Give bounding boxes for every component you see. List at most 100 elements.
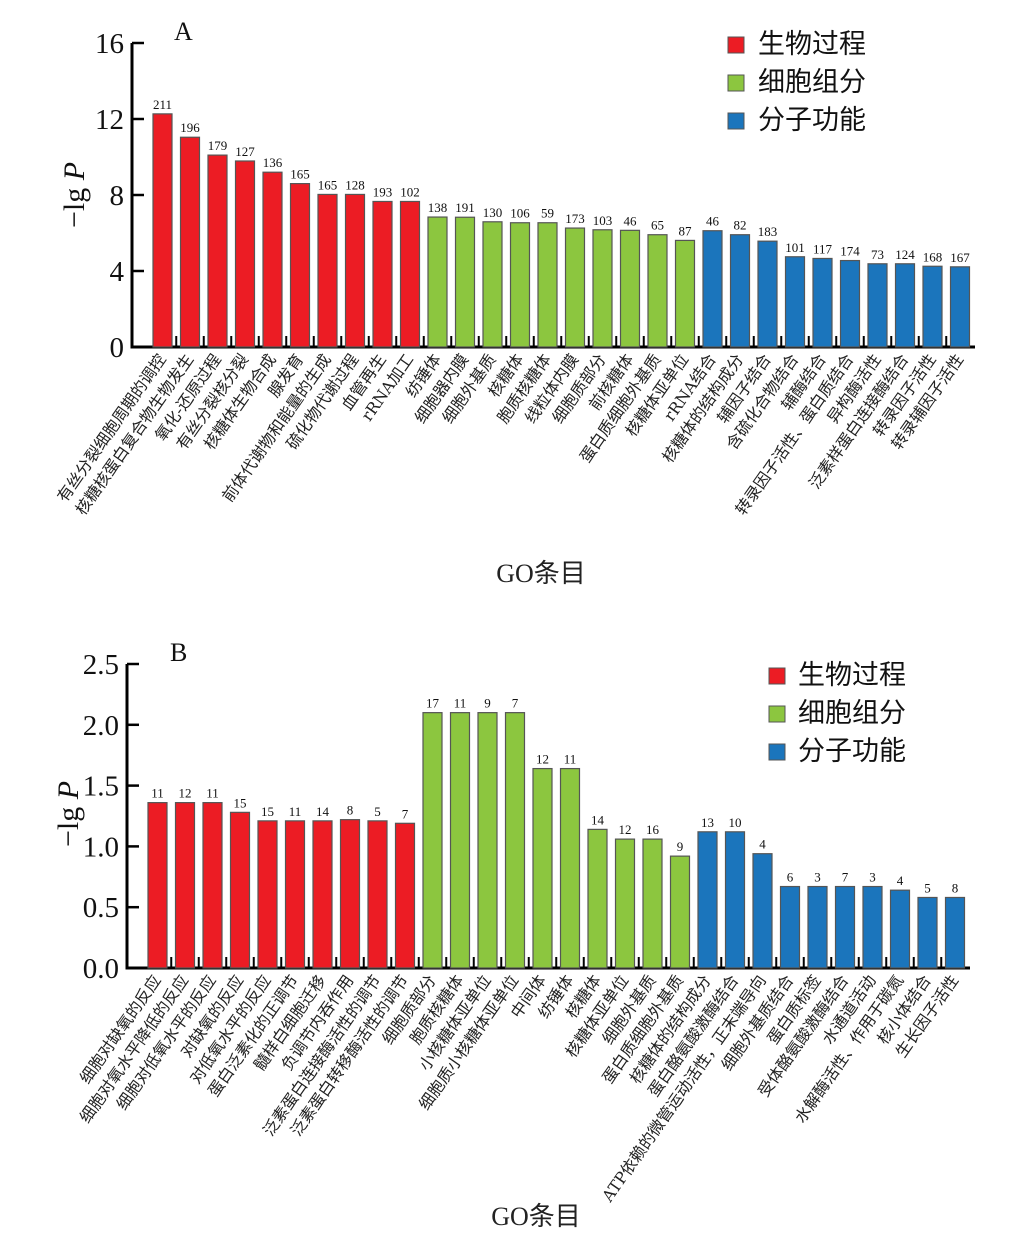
bar-count-label: 82 bbox=[734, 218, 747, 233]
y-tick-label: 12 bbox=[95, 104, 124, 136]
bar bbox=[614, 838, 636, 969]
bar-count-label: 16 bbox=[646, 822, 660, 837]
bar-count-label: 6 bbox=[787, 870, 794, 885]
bar bbox=[179, 136, 201, 348]
bar-count-label: 11 bbox=[206, 786, 219, 801]
bar bbox=[587, 828, 608, 969]
bar-count-label: 4 bbox=[897, 873, 904, 888]
legend-entry-label: 生物过程 bbox=[798, 660, 906, 691]
bar bbox=[647, 234, 668, 348]
bar bbox=[289, 183, 311, 348]
bar bbox=[729, 234, 751, 348]
legend-entry-label: 分子功能 bbox=[798, 736, 906, 767]
bar bbox=[262, 171, 283, 348]
bar-count-label: 11 bbox=[151, 786, 164, 801]
y-tick-label: 1.0 bbox=[83, 831, 119, 863]
bar bbox=[317, 193, 338, 348]
bar bbox=[889, 889, 911, 969]
y-axis-label: −lg P bbox=[58, 162, 91, 228]
bar-count-label: 7 bbox=[842, 870, 849, 885]
bar-count-label: 87 bbox=[679, 223, 693, 238]
bar bbox=[757, 240, 778, 348]
bar-count-label: 130 bbox=[483, 205, 503, 220]
bar bbox=[449, 712, 471, 969]
bar bbox=[202, 802, 223, 969]
bar-count-label: 15 bbox=[261, 804, 274, 819]
y-tick-label: 2.0 bbox=[83, 710, 119, 742]
x-axis-label: GO条目 bbox=[496, 559, 586, 588]
bar-count-label: 10 bbox=[729, 815, 742, 830]
bar bbox=[752, 853, 773, 969]
bar bbox=[807, 885, 828, 969]
bar-count-label: 165 bbox=[318, 177, 338, 192]
bar bbox=[839, 259, 861, 348]
bar bbox=[229, 811, 251, 969]
y-tick-label: 16 bbox=[95, 28, 124, 60]
legend-swatch bbox=[727, 36, 745, 54]
bar-count-label: 136 bbox=[263, 155, 283, 170]
bar-count-label: 11 bbox=[454, 696, 467, 711]
bar bbox=[427, 216, 448, 348]
bar-count-label: 14 bbox=[591, 812, 605, 827]
bar-count-label: 124 bbox=[895, 247, 915, 262]
bar-count-label: 167 bbox=[950, 250, 970, 265]
y-axis-label: −lg P bbox=[52, 781, 85, 847]
bar-count-label: 12 bbox=[179, 786, 192, 801]
bar-count-label: 5 bbox=[374, 804, 381, 819]
bar-count-label: 165 bbox=[290, 167, 310, 182]
bar bbox=[917, 896, 938, 969]
y-tick-label: 0.0 bbox=[83, 953, 119, 985]
bar-count-label: 11 bbox=[564, 752, 577, 767]
bar bbox=[564, 227, 586, 348]
bar bbox=[862, 885, 883, 969]
bar bbox=[152, 113, 173, 348]
bar-count-label: 9 bbox=[484, 696, 491, 711]
bar-count-label: 9 bbox=[677, 839, 684, 854]
bar bbox=[642, 838, 663, 969]
bar bbox=[812, 257, 833, 348]
bar bbox=[372, 200, 393, 348]
bar-count-label: 15 bbox=[234, 795, 247, 810]
bar bbox=[702, 230, 723, 348]
bar-count-label: 103 bbox=[593, 213, 613, 228]
legend-swatch bbox=[727, 112, 745, 130]
bar-count-label: 3 bbox=[814, 870, 821, 885]
bar bbox=[482, 221, 503, 348]
bar bbox=[592, 229, 613, 348]
bar bbox=[174, 802, 196, 969]
bar bbox=[674, 239, 696, 348]
bar-count-label: 174 bbox=[840, 244, 860, 259]
bar-count-label: 8 bbox=[347, 803, 354, 818]
y-tick-label: 0.5 bbox=[83, 892, 119, 924]
y-axis-label-prefix: −lg bbox=[58, 180, 91, 228]
bar bbox=[284, 820, 306, 969]
bar-count-label: 173 bbox=[565, 211, 585, 226]
legend-entry-label: 细胞组分 bbox=[758, 67, 866, 98]
bar bbox=[207, 154, 228, 348]
bar bbox=[504, 712, 526, 969]
y-tick-label: 2.5 bbox=[83, 649, 119, 681]
bar bbox=[922, 265, 943, 348]
bar bbox=[477, 712, 498, 969]
bar bbox=[394, 822, 416, 969]
bar bbox=[784, 256, 806, 348]
legend-swatch bbox=[727, 74, 745, 92]
bar bbox=[339, 819, 361, 969]
bar-count-label: 14 bbox=[316, 804, 330, 819]
bar-count-label: 127 bbox=[235, 144, 255, 159]
panel-label: B bbox=[170, 638, 187, 667]
bar-count-label: 4 bbox=[759, 837, 766, 852]
bar bbox=[779, 885, 801, 969]
bar-count-label: 101 bbox=[785, 240, 805, 255]
y-axis-label-p: P bbox=[58, 162, 91, 181]
bar bbox=[949, 266, 971, 348]
bar bbox=[894, 263, 916, 348]
bar-count-label: 5 bbox=[924, 880, 931, 895]
bar-count-label: 46 bbox=[706, 214, 720, 229]
bar-count-label: 193 bbox=[373, 184, 393, 199]
legend-entry-label: 分子功能 bbox=[758, 105, 866, 136]
bar-count-label: 65 bbox=[651, 218, 664, 233]
bar-count-label: 106 bbox=[510, 206, 530, 221]
bar bbox=[559, 767, 581, 969]
bar bbox=[944, 896, 966, 969]
